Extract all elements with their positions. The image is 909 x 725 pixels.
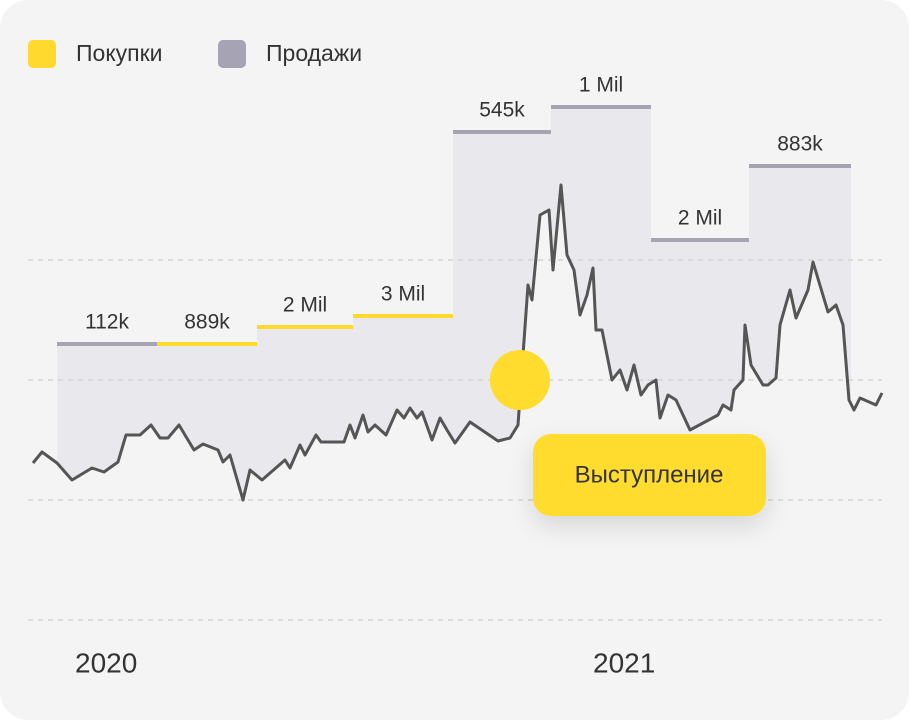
below-line: [33, 185, 882, 720]
legend-swatch: [218, 40, 246, 68]
period-label: 3 Mil: [381, 283, 425, 306]
period-label: 112k: [85, 311, 129, 334]
period-label: 1 Mil: [579, 74, 623, 97]
event-dot: [490, 350, 550, 410]
year-label: 2020: [75, 647, 137, 678]
event-label: Выступление: [575, 461, 724, 488]
legend-label: Покупки: [76, 40, 163, 66]
period-label: 545k: [479, 99, 525, 122]
event-callout: [533, 434, 766, 516]
period-label: 2 Mil: [678, 207, 722, 230]
period-label: 889k: [184, 311, 230, 334]
period-label: 2 Mil: [283, 294, 327, 317]
year-label: 2021: [593, 647, 655, 678]
legend-swatch: [28, 40, 56, 68]
period-label: 883k: [777, 133, 823, 156]
legend-label: Продажи: [266, 40, 362, 66]
